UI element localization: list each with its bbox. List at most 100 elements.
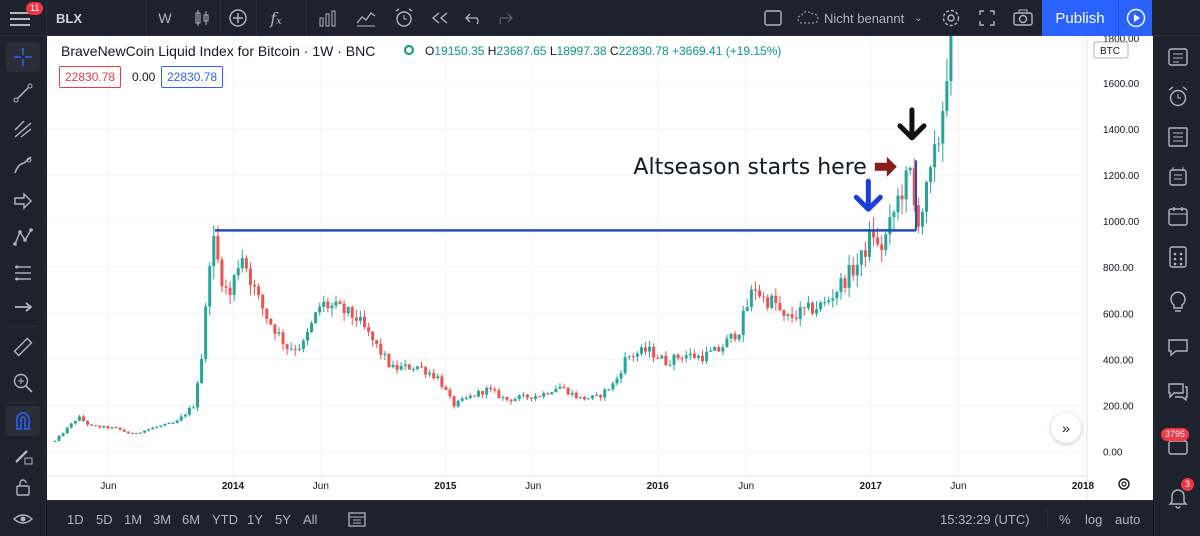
candle-body	[122, 429, 126, 432]
compare-button[interactable]	[225, 0, 251, 36]
candle-body	[334, 301, 338, 306]
arrow-tool[interactable]	[6, 186, 40, 216]
candle-body	[472, 395, 476, 397]
templates-button[interactable]	[352, 0, 380, 36]
trend-line-tool[interactable]	[6, 78, 40, 108]
fullscreen-button[interactable]	[972, 0, 1002, 36]
play-button[interactable]	[1118, 0, 1152, 36]
candle-body	[354, 317, 358, 321]
long-arrow-tool[interactable]	[6, 292, 40, 322]
private-chats-button[interactable]: 3795	[1161, 428, 1193, 462]
log-toggle[interactable]: log	[1085, 511, 1103, 527]
range-button-1y[interactable]: 1Y	[247, 511, 263, 527]
candle-body	[509, 399, 513, 402]
main-menu-button[interactable]: 11	[0, 0, 44, 36]
candle-body	[904, 170, 908, 200]
snapshot-button[interactable]	[1008, 0, 1038, 36]
data-window-button[interactable]	[1163, 122, 1193, 152]
brush-tool[interactable]	[6, 150, 40, 180]
open-label: O	[425, 44, 435, 58]
candle-body	[73, 420, 77, 424]
axis-settings-gear-icon[interactable]	[1118, 478, 1130, 490]
date-range-button[interactable]	[347, 501, 367, 536]
candle-body	[810, 302, 814, 314]
measure-tool[interactable]	[6, 332, 40, 362]
redo-button[interactable]	[490, 0, 518, 36]
scroll-to-realtime-button[interactable]: »	[1051, 413, 1081, 443]
indicators-button[interactable]: fx	[262, 0, 290, 36]
candle-body	[615, 378, 619, 384]
replay-button[interactable]	[426, 0, 454, 36]
crosshair-tool[interactable]	[6, 42, 40, 72]
candle-body	[542, 393, 546, 397]
undo-button[interactable]	[460, 0, 488, 36]
range-button-5y[interactable]: 5Y	[275, 511, 291, 527]
candle-body	[200, 358, 204, 384]
calendar-button[interactable]	[1163, 202, 1193, 232]
fullscreen-layout-button[interactable]	[760, 0, 786, 36]
candle-body	[322, 301, 326, 307]
stay-in-drawing-tool[interactable]	[6, 440, 40, 470]
layout-name-dropdown[interactable]: Nicht benannt ⌄	[796, 0, 936, 36]
price-chart[interactable]: Altseason starts here 1800.00 1600.00 1400…	[47, 34, 1153, 500]
range-button-1m[interactable]: 1M	[124, 511, 143, 527]
pitchfork-icon	[14, 120, 32, 138]
trend-line-icon	[13, 83, 33, 103]
range-button-6m[interactable]: 6M	[182, 511, 201, 527]
candle-body	[130, 432, 134, 434]
candle-body	[375, 340, 379, 344]
zoom-tool[interactable]	[6, 368, 40, 398]
chart-pane[interactable]: Altseason starts here 1800.00 1600.00 1400…	[47, 34, 1153, 500]
range-button-ytd[interactable]: YTD	[212, 511, 238, 527]
time-tick-label: 2016	[647, 481, 670, 492]
alert-button[interactable]	[390, 0, 418, 36]
percent-toggle[interactable]: %	[1059, 511, 1071, 527]
candle-body	[126, 431, 130, 434]
candle-body	[90, 424, 94, 426]
calculator-button[interactable]	[1163, 242, 1193, 272]
candle-body	[945, 81, 949, 112]
range-button-3m[interactable]: 3M	[153, 511, 172, 527]
candle-body	[802, 307, 806, 309]
candle-body	[485, 387, 489, 395]
prediction-tool[interactable]	[6, 258, 40, 288]
lock-icon	[16, 479, 30, 496]
financials-button[interactable]	[314, 0, 342, 36]
alerts-button[interactable]	[1163, 82, 1193, 112]
message-icon	[1168, 440, 1188, 455]
candle-body	[265, 308, 269, 319]
candle-body	[138, 432, 142, 434]
settings-button[interactable]	[936, 0, 966, 36]
symbol-search-button[interactable]: BLX	[56, 10, 82, 26]
range-button-1d[interactable]: 1D	[67, 511, 84, 527]
auto-toggle[interactable]: auto	[1115, 511, 1141, 527]
watchlist-button[interactable]	[1163, 42, 1193, 72]
publish-button[interactable]: Publish	[1042, 0, 1118, 36]
candle-body	[94, 425, 98, 427]
lock-tool[interactable]	[6, 472, 40, 502]
candle-body	[806, 302, 810, 309]
magnet-tool[interactable]	[6, 406, 40, 436]
rewind-icon	[431, 12, 448, 24]
close-label: C	[609, 44, 619, 58]
list-icon	[1168, 48, 1188, 66]
fib-tool[interactable]	[6, 114, 40, 144]
range-button-5d[interactable]: 5D	[96, 511, 113, 527]
ideas-button[interactable]	[1163, 286, 1193, 316]
range-button-all[interactable]: All	[303, 511, 318, 527]
price-box-buy[interactable]: 22830.78	[161, 66, 224, 88]
clock[interactable]: 15:32:29 (UTC)	[940, 511, 1030, 527]
public-chats-button[interactable]	[1163, 376, 1193, 406]
time-tick-label: Jun	[313, 481, 329, 492]
hotlists-button[interactable]	[1163, 162, 1193, 192]
notifications-button[interactable]: 3	[1163, 478, 1195, 512]
candle-body	[493, 389, 497, 391]
interval-button[interactable]: W	[158, 10, 172, 26]
candles-style-button[interactable]	[188, 0, 216, 36]
price-box-sell[interactable]: 22830.78	[59, 66, 122, 88]
pattern-tool[interactable]	[6, 222, 40, 252]
candle-body	[774, 295, 778, 304]
candle-body	[464, 397, 468, 399]
streams-button[interactable]	[1163, 332, 1193, 362]
hide-drawings-tool[interactable]	[6, 504, 40, 534]
